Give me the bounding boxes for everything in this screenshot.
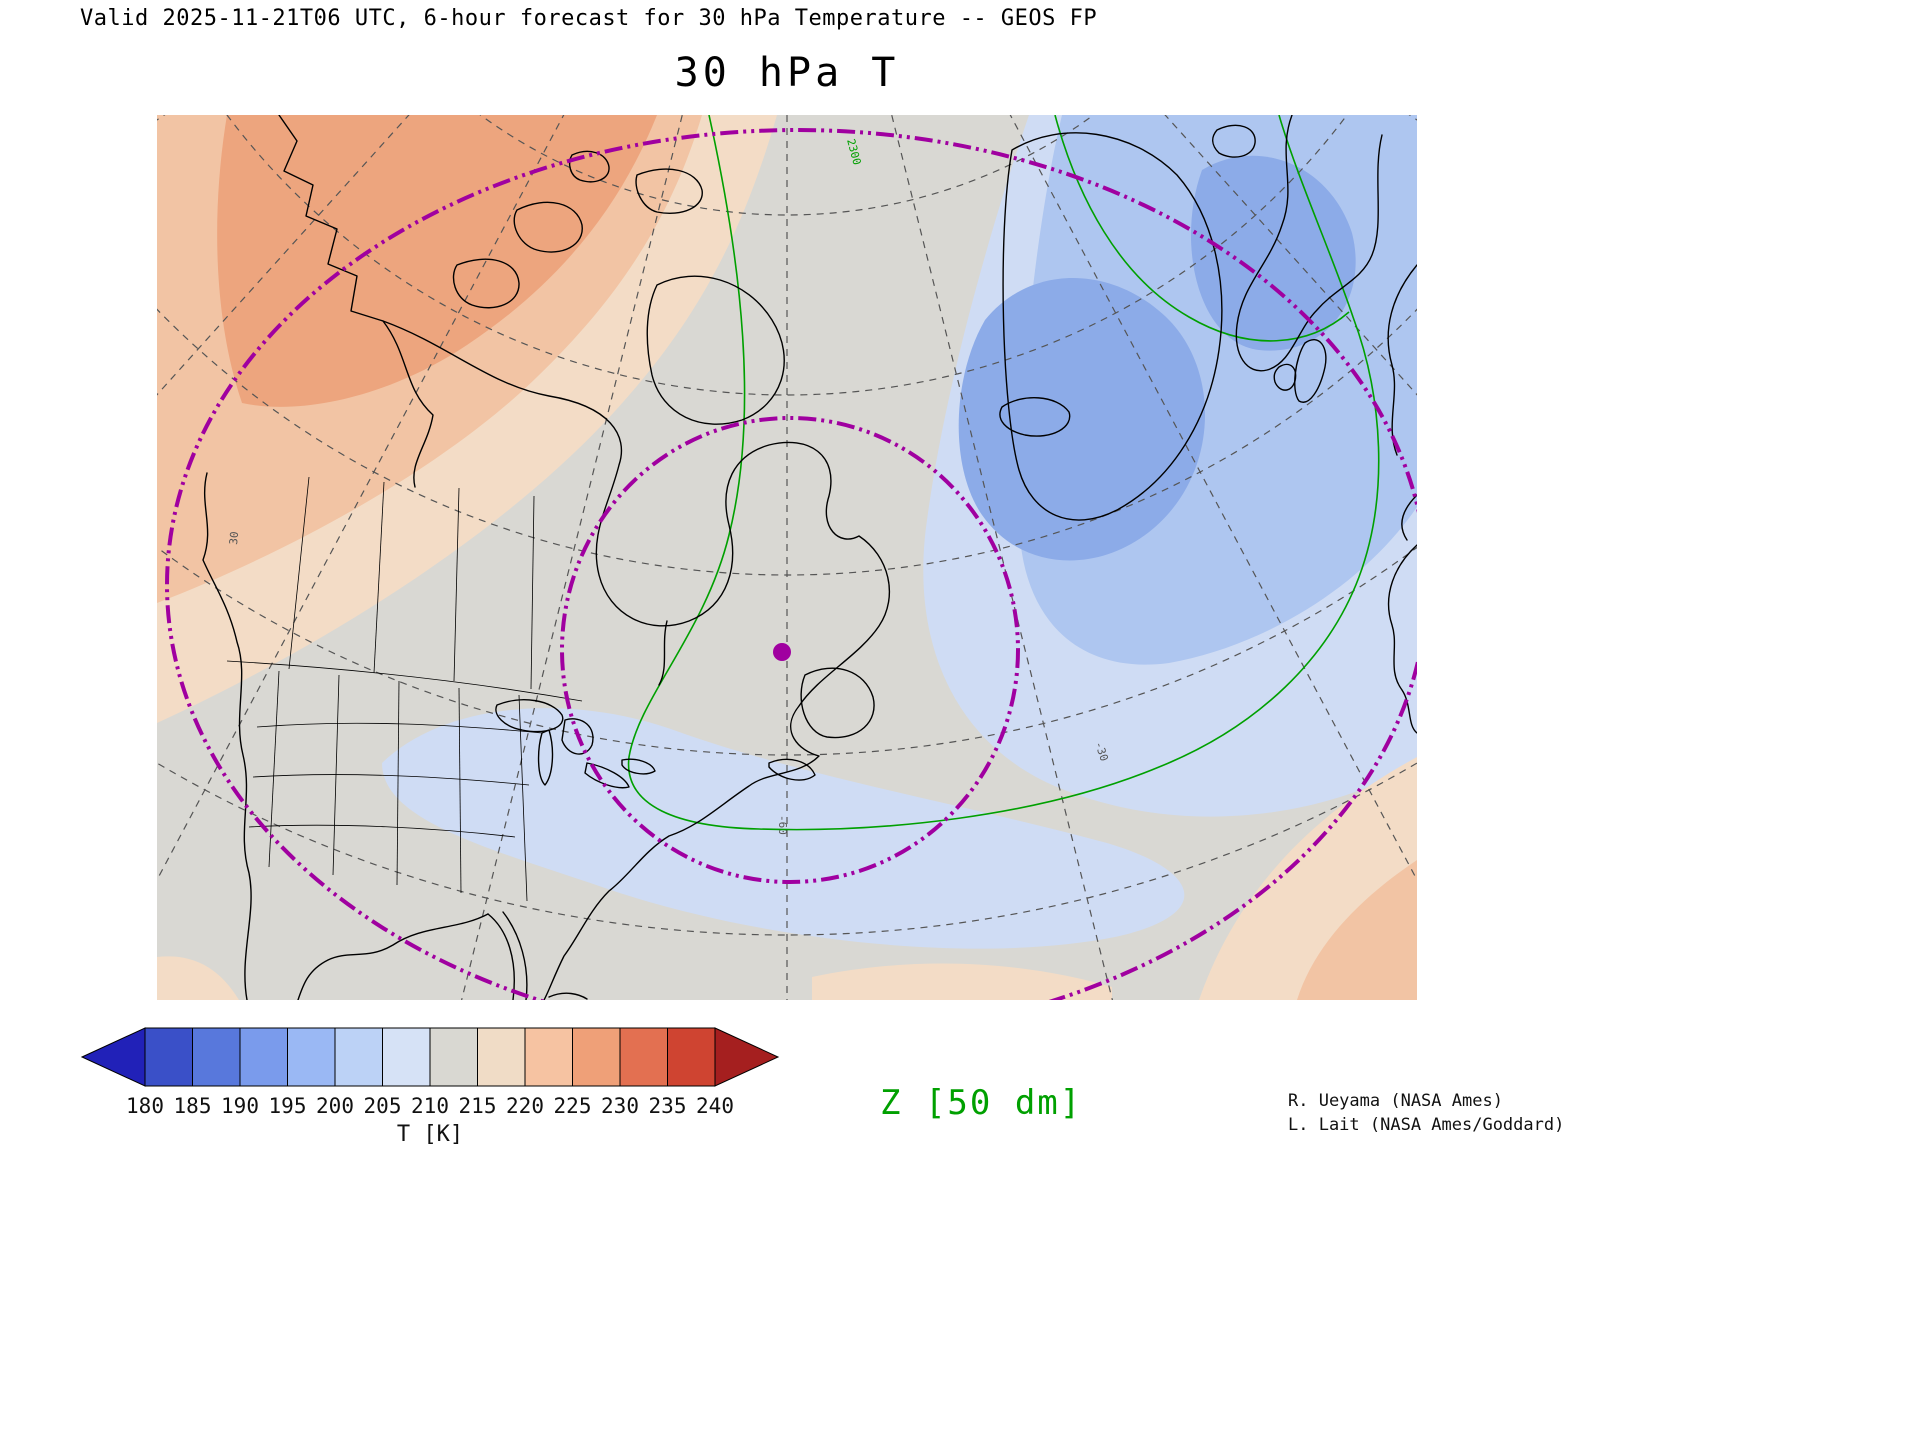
colorbar-tick-label: 220 [506,1094,544,1118]
colorbar-tick-label: 235 [648,1094,687,1118]
vortex-edge-contours [165,128,1417,1000]
colorbar-cell [192,1027,241,1087]
colorbar-cell [382,1027,431,1087]
geopotential-contours: 2300 [627,115,1380,831]
colorbar-cell [239,1027,288,1087]
valid-time-line: Valid 2025-11-21T06 UTC, 6-hour forecast… [80,6,1098,31]
colorbar-tick-label: 195 [268,1094,307,1118]
graticule-labels: -60 -30 30 [227,531,1111,835]
colorbar-cell [477,1027,526,1087]
colorbar-scale [80,1027,780,1087]
colorbar-tick-label: 210 [411,1094,449,1118]
grid-label: 30 [227,531,241,545]
vortex-center-dot [773,643,791,661]
colorbar-cell [429,1027,478,1087]
colorbar-cell [144,1027,193,1087]
grid-label: -60 [776,815,789,835]
colorbar-tick-label: 225 [553,1094,592,1118]
colorbar-tick-label: 190 [221,1094,259,1118]
colorbar-cell [287,1027,336,1087]
credits: R. Ueyama (NASA Ames) L. Lait (NASA Ames… [1288,1089,1564,1137]
colorbar-tick-label: 240 [696,1094,734,1118]
credit-line: R. Ueyama (NASA Ames) [1288,1091,1503,1111]
map: -60 -30 30 2300 [157,115,1417,1000]
geopotential-legend-label: Z [50 dm] [880,1083,1083,1123]
colorbar-right-arrow [714,1027,780,1087]
colorbar-tick-label: 205 [363,1094,402,1118]
colorbar-tick-label: 230 [601,1094,639,1118]
colorbar-ticks: 180 185 190 195 200 205 210 215 220 225 230 235 240 [80,1094,780,1120]
colorbar-cell [334,1027,383,1087]
grid-label: -30 [1092,740,1111,763]
vortex-edge-inner [560,416,1020,884]
colorbar-tick-label: 200 [316,1094,354,1118]
colorbar-tick-label: 180 [126,1094,164,1118]
colorbar-tick-label: 185 [173,1094,212,1118]
plot-title: 30 hPa T [674,50,900,96]
colorbar-units-label: T [K] [396,1122,464,1147]
map-canvas: -60 -30 30 2300 [157,115,1417,1000]
graticule-grid [157,115,1417,1000]
temperature-shading [157,115,1417,1000]
colorbar-tick-label: 215 [458,1094,497,1118]
colorbar-cell [619,1027,668,1087]
political-borders [226,476,583,902]
colorbar: 180 185 190 195 200 205 210 215 220 225 230 235 240 … [80,1026,780,1156]
colorbar-left-arrow [80,1027,146,1087]
colorbar-cell [572,1027,621,1087]
colorbar-cell [524,1027,573,1087]
credit-line: L. Lait (NASA Ames/Goddard) [1288,1115,1565,1135]
coastlines [202,115,1417,1000]
colorbar-cell [667,1027,716,1087]
